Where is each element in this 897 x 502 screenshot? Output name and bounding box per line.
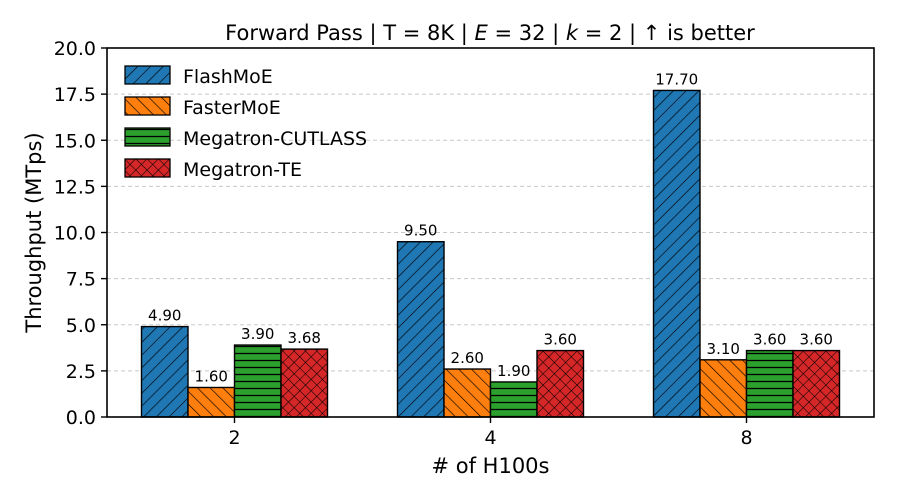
bar-value-label: 3.60 xyxy=(544,331,577,349)
bars xyxy=(140,89,841,418)
bar-value-label: 4.90 xyxy=(148,307,181,325)
bar-value-label: 3.60 xyxy=(753,331,786,349)
bar-value-label: 9.50 xyxy=(404,222,437,240)
y-tick-label: 7.5 xyxy=(66,269,96,291)
bar-hatch xyxy=(396,241,445,418)
y-tick-label: 12.5 xyxy=(54,176,96,198)
bar-value-label: 3.60 xyxy=(800,331,833,349)
bar-value-label: 3.68 xyxy=(288,329,321,347)
y-tick-label: 10.0 xyxy=(54,223,96,245)
legend-swatch-hatch xyxy=(124,127,171,147)
bar-value-label: 3.10 xyxy=(707,340,740,358)
bar-hatch xyxy=(792,349,841,418)
data-labels: 4.90 1.60 3.90 3.68 9.50 2.60 1.90 3.60 17.70 3.1… xyxy=(148,70,833,385)
x-axis: 2 4 8 xyxy=(228,417,753,449)
legend-label: Megatron-CUTLASS xyxy=(183,128,367,150)
bar-hatch xyxy=(443,368,492,418)
legend-label: FasterMoE xyxy=(183,97,281,119)
y-tick-label: 0.0 xyxy=(66,407,96,429)
bar-value-label: 1.60 xyxy=(195,367,228,385)
x-tick-label: 8 xyxy=(740,427,752,449)
legend-swatch-hatch xyxy=(124,96,171,116)
x-tick-label: 4 xyxy=(484,427,496,449)
legend: FlashMoE FasterMoE Megatron-CUTLASS Megatro… xyxy=(124,65,367,181)
legend-swatch-hatch xyxy=(124,158,171,178)
x-tick-label: 2 xyxy=(228,427,240,449)
bar-hatch xyxy=(699,359,748,418)
y-axis-label: Throughput (MTps) xyxy=(22,132,46,333)
legend-label: Megatron-TE xyxy=(183,159,302,181)
bar-value-label: 1.90 xyxy=(497,362,530,380)
bar-hatch xyxy=(536,349,585,418)
y-tick-label: 20.0 xyxy=(54,38,96,60)
bar-value-label: 17.70 xyxy=(655,70,698,88)
bar-hatch xyxy=(652,89,701,418)
x-axis-label: # of H100s xyxy=(431,454,549,478)
y-axis: 0.0 2.5 5.0 7.5 10.0 12.5 15.0 17.5 20.0 xyxy=(54,38,107,429)
y-tick-label: 5.0 xyxy=(66,315,96,337)
chart-title: Forward Pass | T = 8K | E = 32 | k = 2 |… xyxy=(225,21,755,46)
bar-value-label: 3.90 xyxy=(241,325,274,343)
y-tick-label: 17.5 xyxy=(54,84,96,106)
y-tick-label: 2.5 xyxy=(66,361,96,383)
bar-hatch xyxy=(140,325,189,418)
bar-hatch xyxy=(745,349,794,418)
legend-label: FlashMoE xyxy=(183,66,273,88)
bar-value-label: 2.60 xyxy=(451,349,484,367)
bar-hatch xyxy=(489,381,538,418)
bar-hatch xyxy=(280,348,329,418)
bar-hatch xyxy=(233,344,282,418)
bar-hatch xyxy=(187,386,236,418)
legend-swatch-hatch xyxy=(124,65,171,85)
y-tick-label: 15.0 xyxy=(54,130,96,152)
